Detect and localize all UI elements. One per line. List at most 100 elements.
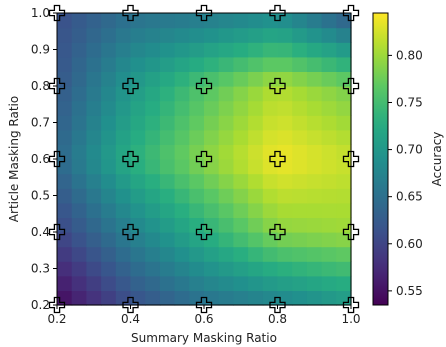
heatmap-cell <box>101 246 117 262</box>
heatmap-cell <box>277 188 293 204</box>
heatmap-cell <box>159 115 176 131</box>
heatmap-cell <box>86 71 102 87</box>
measurement-markers <box>48 4 360 314</box>
heatmap-cell <box>321 129 337 145</box>
heatmap-cell <box>277 173 293 189</box>
heatmap-cell <box>159 56 176 72</box>
heatmap-cell <box>115 115 132 131</box>
heatmap-cell <box>306 290 323 306</box>
measurement-marker <box>342 223 360 241</box>
heatmap-cell <box>262 27 279 43</box>
heatmap-cell <box>57 188 73 204</box>
heatmap-cell <box>218 188 234 204</box>
heatmap-cell <box>159 129 176 145</box>
heatmap-cell <box>174 202 190 218</box>
heatmap-cell <box>189 202 205 218</box>
y-tick-label: 0.9 <box>31 43 50 57</box>
heatmap-cell <box>57 27 73 43</box>
heatmap-cell <box>86 246 102 262</box>
heatmap-cell <box>71 86 87 102</box>
heatmap-cell <box>159 173 176 189</box>
heatmap-cell <box>189 173 205 189</box>
heatmap-cell <box>292 13 308 29</box>
heatmap-cell <box>336 129 352 145</box>
heatmap-cell <box>159 159 176 175</box>
heatmap-cell <box>218 100 234 116</box>
heatmap-cell <box>145 217 161 233</box>
heatmap-cell <box>336 202 352 218</box>
heatmap-cell <box>248 246 264 262</box>
heatmap-cell <box>321 275 337 291</box>
heatmap-cell <box>57 159 73 175</box>
heatmap-cell <box>71 261 87 277</box>
heatmap-cell <box>145 173 161 189</box>
colorbar <box>372 12 389 306</box>
heatmap-cell <box>174 100 190 116</box>
heatmap-cell <box>233 188 249 204</box>
heatmap-cell <box>174 188 190 204</box>
heatmap-cell <box>292 217 308 233</box>
heatmap-cell <box>292 261 308 277</box>
heatmap-cell <box>262 275 279 291</box>
heatmap-cell <box>130 27 146 43</box>
heatmap-cell <box>101 202 117 218</box>
heatmap-cell <box>71 246 87 262</box>
heatmap-cell <box>57 115 73 131</box>
heatmap-cell <box>71 71 87 87</box>
heatmap-cell <box>218 115 234 131</box>
heatmap-cell <box>204 115 220 131</box>
heatmap-cell <box>218 42 234 58</box>
heatmap-cell <box>71 202 87 218</box>
heatmap-cell <box>101 56 117 72</box>
heatmap-cell <box>248 42 264 58</box>
heatmap-cell <box>86 42 102 58</box>
heatmap-cell <box>277 129 293 145</box>
heatmap-cell <box>189 275 205 291</box>
heatmap-cell <box>174 217 190 233</box>
heatmap-cell <box>204 232 220 248</box>
heatmap-cell <box>101 188 117 204</box>
heatmap-cell <box>233 144 249 160</box>
measurement-marker <box>269 296 286 314</box>
heatmap-cell <box>292 246 308 262</box>
heatmap-cell <box>86 56 102 72</box>
heatmap-cell <box>277 100 293 116</box>
heatmap-cell <box>233 217 249 233</box>
heatmap-cell <box>233 275 249 291</box>
heatmap-cell <box>101 71 117 87</box>
heatmap-cell <box>57 246 73 262</box>
y-tick-label: 0.2 <box>31 298 50 312</box>
heatmap-cell <box>101 261 117 277</box>
heatmap-cell <box>321 261 337 277</box>
heatmap-cell <box>145 202 161 218</box>
heatmap-cell <box>115 202 132 218</box>
heatmap-cell <box>292 202 308 218</box>
heatmap-cell <box>248 27 264 43</box>
heatmap-cell <box>233 115 249 131</box>
heatmap-cell <box>174 115 190 131</box>
heatmap-cell <box>321 159 337 175</box>
heatmap-cell <box>218 13 234 29</box>
heatmap-cell <box>130 100 146 116</box>
y-axis-label: Article Masking Ratio <box>7 96 21 222</box>
heatmap-cell <box>86 217 102 233</box>
measurement-marker <box>122 77 139 95</box>
heatmap-cell <box>262 56 279 72</box>
heatmap-cell <box>321 86 337 102</box>
heatmap-cell <box>159 217 176 233</box>
heatmap-cell <box>336 275 352 291</box>
heatmap-cell <box>321 100 337 116</box>
heatmap-cell <box>336 246 352 262</box>
heatmap-cell <box>57 173 73 189</box>
heatmap-cell <box>86 275 102 291</box>
heatmap-cell <box>130 173 146 189</box>
heatmap-cell <box>218 290 234 306</box>
heatmap-cell <box>71 100 87 116</box>
heatmap-cell <box>159 100 176 116</box>
heatmap-cell <box>159 71 176 87</box>
heatmap-cell <box>233 86 249 102</box>
heatmap-cell <box>306 188 323 204</box>
heatmap-cell <box>306 115 323 131</box>
measurement-marker <box>122 4 139 22</box>
heatmap-cell <box>86 100 102 116</box>
